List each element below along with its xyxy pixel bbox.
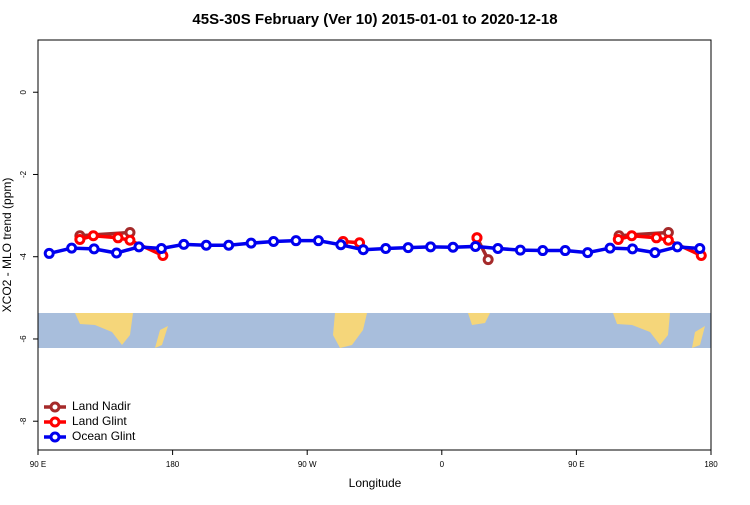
point [357, 244, 369, 256]
x-tick-label: 90 E [30, 460, 46, 469]
point [492, 242, 504, 254]
point [662, 234, 674, 246]
point [402, 242, 414, 254]
point [43, 247, 55, 259]
chart-title: 45S-30S February (Ver 10) 2015-01-01 to … [192, 11, 557, 28]
legend-marker [49, 416, 61, 428]
point [612, 233, 624, 245]
point [650, 232, 662, 244]
y-tick-label: 0 [19, 89, 28, 94]
y-axis-label: XCO2 - MLO trend (ppm) [0, 178, 14, 313]
point [425, 241, 437, 253]
point [88, 243, 100, 255]
series [43, 235, 706, 259]
point [469, 240, 481, 252]
point [447, 241, 459, 253]
point [582, 247, 594, 259]
legend-label: Land Glint [72, 414, 127, 428]
point [223, 239, 235, 251]
point [559, 245, 571, 257]
point [112, 232, 124, 244]
point [514, 244, 526, 256]
point [87, 230, 99, 242]
x-tick-label: 0 [440, 460, 445, 469]
y-tick-label: -2 [19, 170, 28, 178]
y-tick-label: -4 [19, 253, 28, 261]
point [471, 232, 483, 244]
point [155, 242, 167, 254]
x-tick-label: 180 [166, 460, 180, 469]
point [626, 230, 638, 242]
legend-label: Land Nadir [72, 399, 131, 413]
x-tick-label: 90 W [298, 460, 317, 469]
legend-marker [49, 431, 61, 443]
map-strip [38, 313, 711, 348]
point [335, 239, 347, 251]
legend-label: Ocean Glint [72, 429, 136, 443]
legend-marker [49, 401, 61, 413]
point [245, 237, 257, 249]
point [604, 242, 616, 254]
point [200, 239, 212, 251]
point [312, 235, 324, 247]
point [694, 242, 706, 254]
point [133, 241, 145, 253]
point [290, 235, 302, 247]
point [178, 238, 190, 250]
plot-frame [37, 39, 712, 451]
x-tick-label: 90 E [568, 460, 584, 469]
point [74, 233, 86, 245]
point [649, 247, 661, 259]
x-tick-label: 180 [704, 460, 718, 469]
point [124, 234, 136, 246]
point [626, 243, 638, 255]
point [537, 245, 549, 257]
y-tick-label: -6 [19, 335, 28, 343]
point [111, 247, 123, 259]
point [268, 236, 280, 248]
point [482, 254, 494, 266]
point [66, 242, 78, 254]
x-axis-label: Longitude [349, 476, 402, 490]
point [671, 241, 683, 253]
y-tick-label: -8 [19, 417, 28, 425]
point [380, 242, 392, 254]
